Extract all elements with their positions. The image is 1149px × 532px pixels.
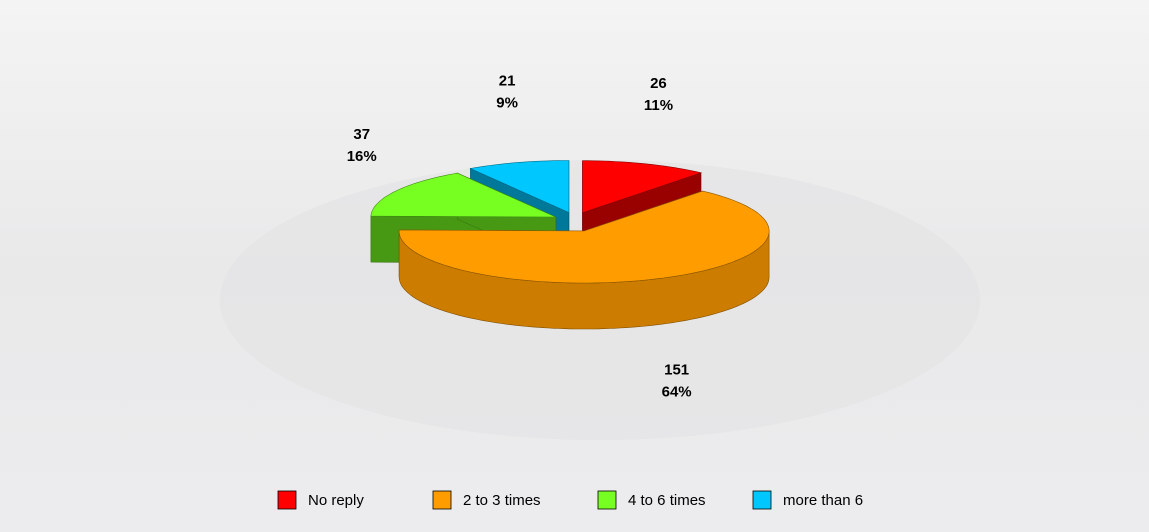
legend-swatch [597,490,617,510]
slice-top [469,160,570,213]
data-label: 11% [644,97,673,114]
legend-label: 2 to 3 times [463,492,541,509]
data-label: 151 [664,362,689,379]
data-label: 21 [499,72,516,89]
legend-swatch [277,490,297,510]
data-label: 64% [662,384,692,401]
data-label: 26 [650,75,667,92]
pie-slice [398,190,770,330]
legend-label: 4 to 6 times [628,492,706,509]
legend-label: No reply [308,492,364,509]
slice-top [582,160,703,214]
data-label: 37 [353,126,370,143]
legend-swatch [432,490,452,510]
slice-top [370,172,557,218]
legend-swatch [752,490,772,510]
data-label: 16% [347,148,377,165]
data-label: 9% [496,94,518,111]
slice-top [398,190,770,284]
legend-label: more than 6 [783,492,863,509]
